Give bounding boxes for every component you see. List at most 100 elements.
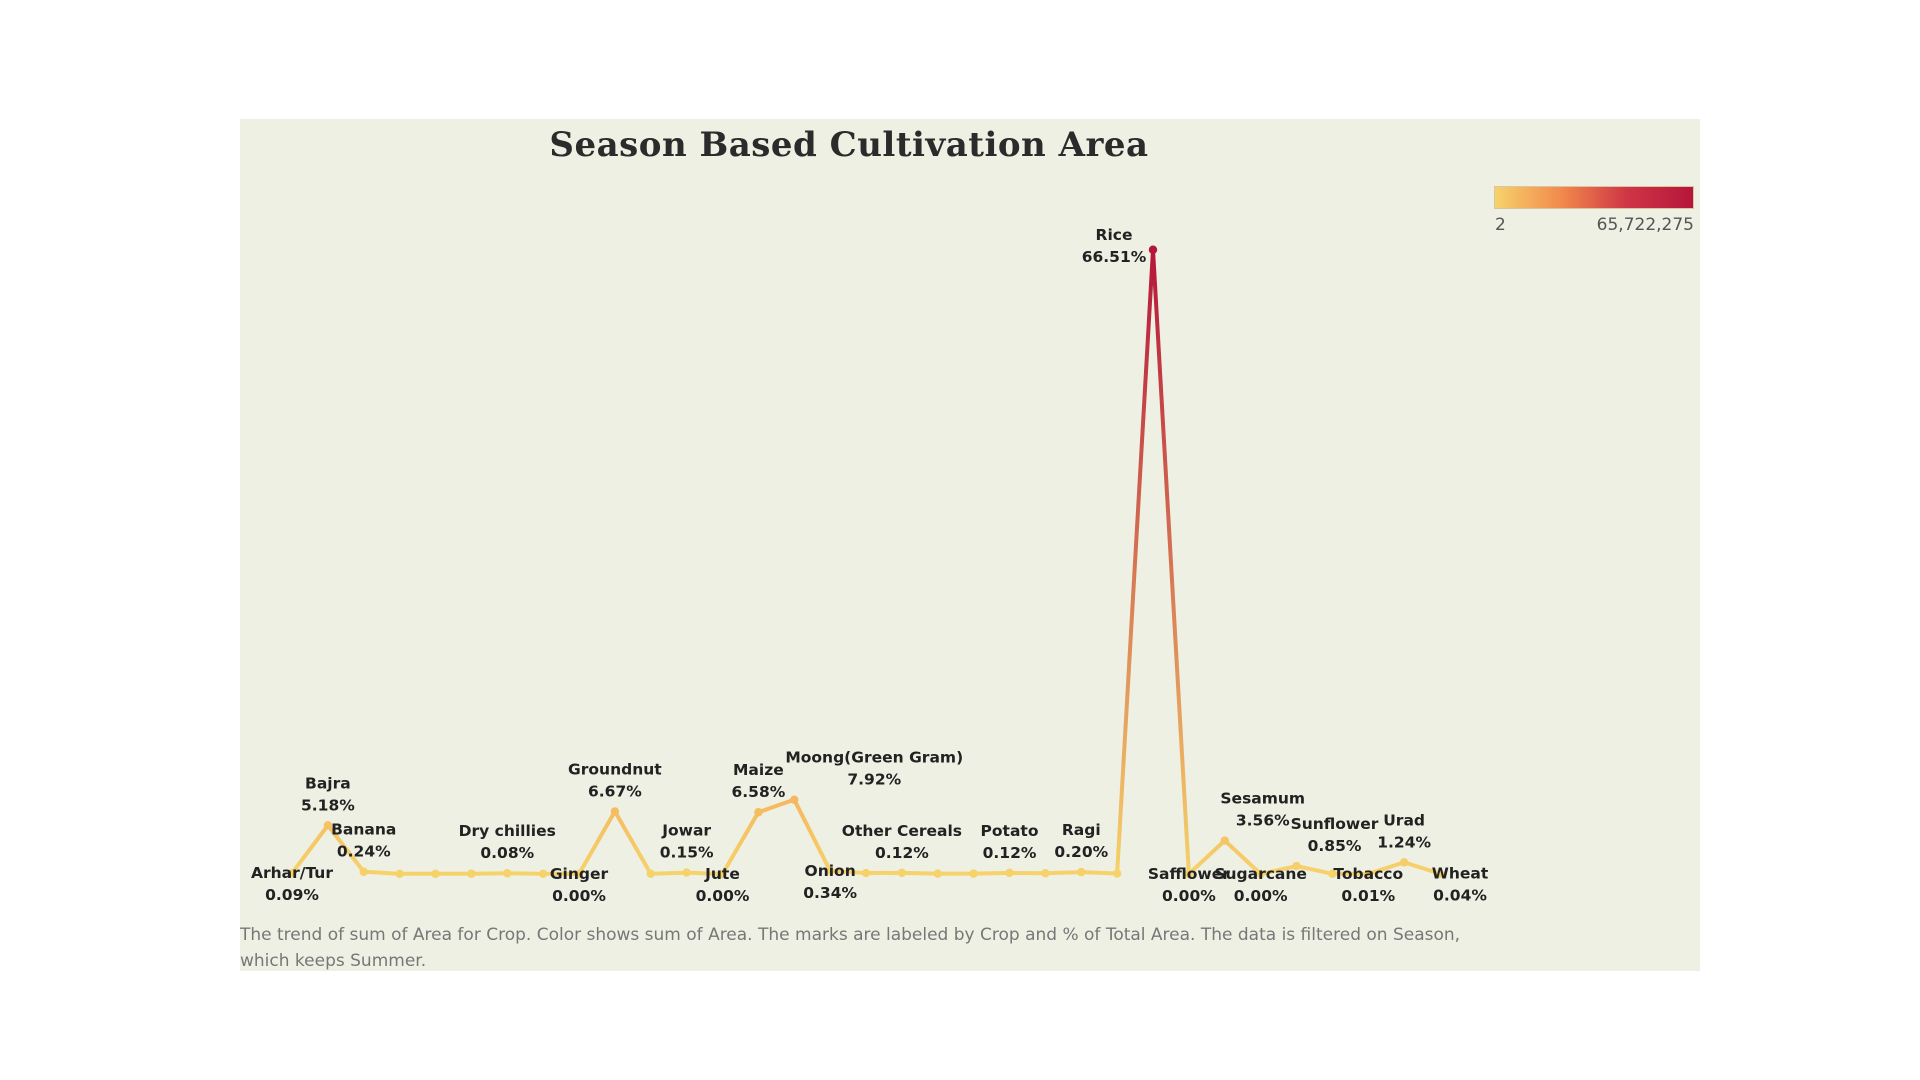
data-label-percent: 66.51% (1082, 248, 1147, 266)
line-segment (1366, 860, 1407, 876)
line-segment (1043, 870, 1084, 876)
line-segment (1151, 247, 1191, 876)
line-segment (1294, 864, 1335, 876)
chart-title: Season Based Cultivation Area (549, 125, 1149, 165)
data-label-percent: 0.08% (480, 844, 534, 862)
data-label-percent: 0.12% (875, 844, 929, 862)
data-point[interactable] (682, 868, 691, 877)
data-label-crop: Potato (981, 822, 1039, 840)
data-label-crop: Moong(Green Gram) (785, 749, 963, 767)
data-point[interactable] (431, 869, 440, 879)
data-point[interactable] (1220, 836, 1229, 845)
line-segment (1402, 860, 1442, 876)
data-label-percent: 5.18% (301, 796, 355, 814)
color-legend-bar (1494, 186, 1694, 209)
data-label-crop: Wheat (1432, 865, 1489, 883)
data-point[interactable] (574, 869, 584, 879)
data-point[interactable] (1112, 869, 1122, 878)
data-point[interactable] (825, 866, 835, 876)
data-point[interactable] (754, 808, 763, 817)
chart-panel: Season Based Cultivation Area 2 65,722,2… (240, 119, 1700, 971)
line-segment (828, 868, 868, 876)
color-legend-min: 2 (1495, 215, 1506, 235)
data-label-crop: Maize (733, 761, 784, 779)
data-label-percent: 7.92% (847, 771, 901, 789)
data-point[interactable] (610, 807, 620, 816)
data-label-crop: Sesamum (1220, 790, 1305, 808)
data-label-percent: 0.01% (1341, 887, 1395, 905)
data-point[interactable] (646, 869, 655, 879)
data-label-crop: Ragi (1062, 821, 1101, 839)
data-label-percent: 0.00% (696, 887, 750, 905)
color-legend-max: 65,722,275 (1596, 215, 1694, 235)
data-label-percent: 0.15% (660, 844, 714, 862)
data-label-crop: Tobacco (1333, 865, 1403, 883)
line-segment (1186, 838, 1227, 876)
data-point[interactable] (897, 868, 907, 878)
data-point[interactable] (1399, 858, 1409, 867)
data-label-percent: 0.00% (552, 887, 606, 905)
data-label-percent: 0.00% (1234, 887, 1288, 905)
data-point[interactable] (861, 868, 871, 878)
data-point[interactable] (1328, 869, 1337, 879)
line-segment (756, 797, 797, 815)
data-point[interactable] (1184, 869, 1194, 879)
data-point[interactable] (790, 795, 799, 804)
data-label-crop: Sugarcane (1214, 865, 1307, 883)
data-label-crop: Bajra (305, 774, 351, 792)
data-point[interactable] (718, 869, 727, 879)
data-point[interactable] (323, 821, 333, 830)
data-point[interactable] (1292, 861, 1301, 871)
line-segment (684, 870, 725, 876)
data-point[interactable] (933, 869, 942, 878)
line-segment (1258, 864, 1299, 876)
data-label-crop: Sunflower (1291, 815, 1379, 833)
chart-caption: The trend of sum of Area for Crop. Color… (240, 925, 1461, 971)
data-point[interactable] (467, 869, 476, 878)
data-label-percent: 3.56% (1236, 812, 1290, 830)
data-label-crop: Arhar/Tur (251, 864, 333, 882)
data-point[interactable] (1435, 869, 1445, 878)
data-point[interactable] (287, 868, 297, 878)
data-point[interactable] (1148, 245, 1158, 254)
data-label-crop: Safflower (1148, 865, 1230, 883)
line-segment (577, 809, 617, 876)
line-segment (290, 823, 330, 876)
data-label-percent: 0.04% (1433, 887, 1487, 905)
line-segment (1115, 247, 1155, 876)
data-label-percent: 0.09% (265, 886, 319, 904)
data-label-crop: Jowar (661, 822, 711, 840)
data-label-percent: 0.34% (803, 884, 857, 902)
line-segment (792, 797, 833, 873)
data-point[interactable] (395, 869, 404, 879)
data-label-crop: Jute (704, 865, 740, 883)
data-label-percent: 6.58% (731, 783, 785, 801)
data-point[interactable] (1364, 869, 1373, 879)
data-label-crop: Rice (1096, 226, 1133, 244)
line-segment (361, 869, 402, 876)
data-label-crop: Other Cereals (842, 822, 962, 840)
line-segment (505, 871, 546, 876)
data-label-percent: 0.12% (983, 844, 1037, 862)
data-point[interactable] (969, 869, 978, 878)
line-segment (648, 870, 689, 876)
data-point[interactable] (503, 869, 512, 878)
data-label-percent: 0.85% (1308, 837, 1362, 855)
data-label-percent: 0.24% (337, 843, 391, 861)
data-label-crop: Urad (1383, 811, 1425, 829)
data-point[interactable] (1041, 869, 1050, 878)
data-label-percent: 6.67% (588, 782, 642, 800)
data-point[interactable] (1077, 867, 1086, 877)
line-segment (612, 809, 653, 876)
line-segment (1079, 870, 1120, 876)
data-point[interactable] (1256, 869, 1265, 879)
data-label-crop: Onion (805, 862, 856, 880)
line-chart: Arhar/Tur 0.09% Bajra 5.18% Banana 0.24% Dry c… (251, 226, 1489, 905)
data-point[interactable] (359, 867, 368, 876)
data-point[interactable] (538, 869, 548, 879)
data-point[interactable] (1005, 868, 1014, 878)
data-label-percent: 0.20% (1054, 843, 1108, 861)
line-segment (971, 870, 1012, 876)
data-label-percent: 0.00% (1162, 887, 1216, 905)
data-label-crop: Banana (331, 821, 396, 839)
